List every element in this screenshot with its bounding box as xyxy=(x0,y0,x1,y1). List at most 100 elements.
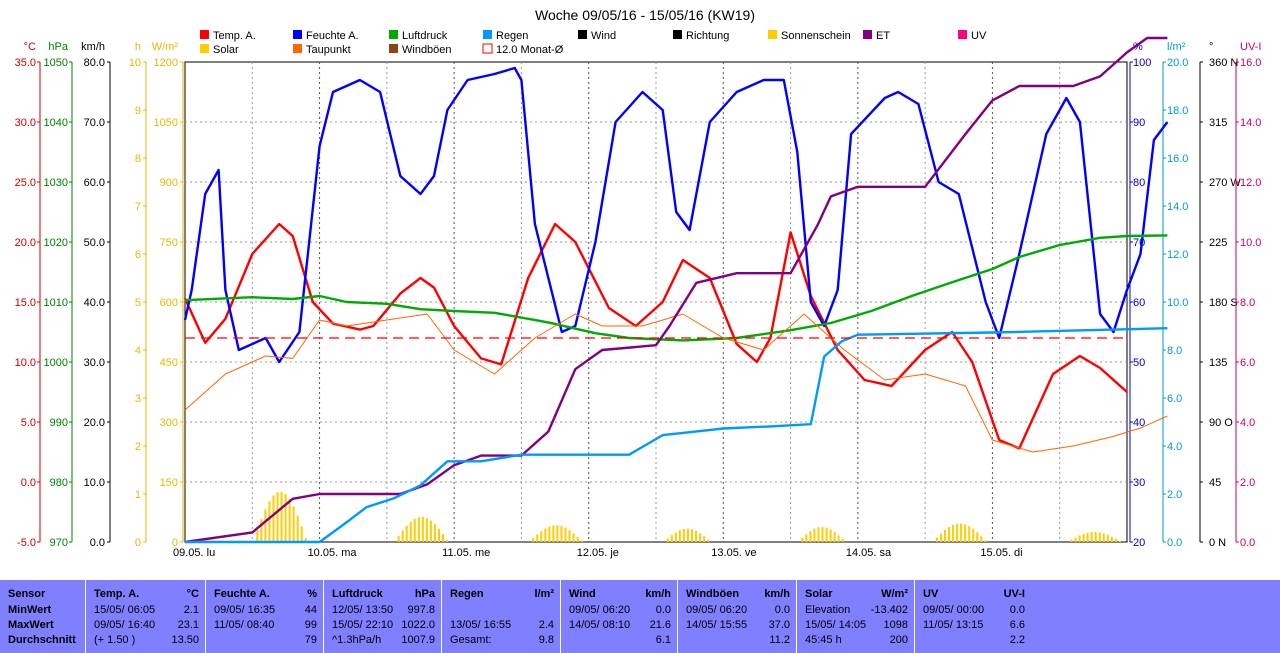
sunshine-bar xyxy=(1070,539,1073,542)
sunshine-bar xyxy=(972,528,975,542)
footer-cell: 15/05/ 14:05 xyxy=(805,619,867,631)
footer-cell: 09/05/ 06:20 xyxy=(569,604,631,616)
axis-tick-label: 2.0 xyxy=(1240,477,1255,489)
axis-tick-label: 14.0 xyxy=(1167,201,1188,213)
axis-tick-label: 90 O xyxy=(1209,417,1233,429)
axis-tick-label: 1200 xyxy=(154,57,178,69)
sunshine-bar xyxy=(1118,541,1121,542)
footer-cell: Feuchte A. xyxy=(214,588,270,600)
footer-cell: Wind xyxy=(569,588,596,600)
legend-label: Temp. A. xyxy=(213,30,256,42)
axis-tick-label: 18.0 xyxy=(1167,105,1188,117)
legend-label: Windböen xyxy=(402,44,452,56)
sunshine-bar xyxy=(699,533,702,542)
axis-tick-label: 300 xyxy=(160,417,178,429)
axis-tick-label: 4.0 xyxy=(1167,441,1182,453)
axis-tick-label: 8.0 xyxy=(1167,345,1182,357)
sunshine-bar xyxy=(433,524,436,542)
sunshine-bar xyxy=(256,530,259,542)
sunshine-bar xyxy=(833,532,836,542)
footer-cell: 13/05/ 16:55 xyxy=(450,619,512,631)
footer-cell: % xyxy=(307,588,317,600)
axis-tick-label: 0 N xyxy=(1209,537,1226,549)
sunshine-bar xyxy=(284,494,287,542)
weather-chart: Woche 09/05/16 - 15/05/16 (KW19) Temp. A… xyxy=(15,7,1262,559)
legend-swatch xyxy=(389,44,398,53)
plot-grid xyxy=(184,61,1128,543)
axis-tick-label: 15.0 xyxy=(15,297,36,309)
sunshine-bar xyxy=(437,528,440,542)
sunshine-bar xyxy=(707,539,710,542)
footer-cell: 2.1 xyxy=(183,604,199,616)
sunshine-bar xyxy=(1086,532,1089,542)
footer-column: Sensor MinWert MaxWert Durchschnitt xyxy=(0,580,85,653)
sunshine-bar xyxy=(413,518,416,542)
axis-tick-label: 900 xyxy=(160,177,178,189)
x-day-label: 13.05. ve xyxy=(711,547,756,559)
footer-cell: Temp. A. xyxy=(94,588,140,600)
axis-tick-label: 25.0 xyxy=(15,177,36,189)
sunshine-bar xyxy=(292,506,295,542)
axis-tick-label: 20.0 xyxy=(84,417,105,429)
sunshine-bar xyxy=(264,509,267,542)
axis-tick-label: 1050 xyxy=(154,117,178,129)
legend-swatch xyxy=(200,30,209,39)
axis-tick-label: 2.0 xyxy=(1167,489,1182,501)
sunshine-bar xyxy=(1106,534,1109,542)
legend-swatch xyxy=(768,30,777,39)
footer-cell: Sensor xyxy=(8,588,46,600)
axis-tick-label: 270 W xyxy=(1209,177,1241,189)
sunshine-bar xyxy=(670,535,673,542)
series-taupunkt xyxy=(184,313,1168,453)
axis-tick-label: 3 xyxy=(135,393,141,405)
sunshine-bar xyxy=(1078,535,1081,542)
axis-tick-label: 980 xyxy=(50,477,68,489)
sunshine-bar xyxy=(801,537,804,542)
axis-tick-label: 4.0 xyxy=(1240,417,1255,429)
legend-swatch xyxy=(578,30,587,39)
footer-column: Regen l/m² 13/05/ 16:55 2.4 Gesamt: 9.8 xyxy=(441,580,560,653)
footer-cell: ^1.3hPa/h xyxy=(332,634,382,646)
footer-cell: MinWert xyxy=(8,604,52,616)
sunshine-bar xyxy=(268,501,271,542)
legend-label: Taupunkt xyxy=(306,44,351,56)
axis-tick-label: 600 xyxy=(160,297,178,309)
axis-tick-label: 30.0 xyxy=(15,117,36,129)
axis-tick-label: 45 xyxy=(1209,477,1221,489)
axis-tick-label: 80 xyxy=(1133,177,1145,189)
footer-cell: 11.2 xyxy=(769,634,790,646)
axis-tick-label: 1050 xyxy=(44,57,68,69)
sunshine-bar xyxy=(536,534,539,542)
left-axes: °C35.030.025.020.015.010.05.00.0-5.0hPa1… xyxy=(15,41,184,549)
footer-cell: km/h xyxy=(645,588,671,600)
sunshine-bar xyxy=(1114,538,1117,542)
axis-tick-label: 1 xyxy=(135,489,141,501)
sunshine-bar xyxy=(572,533,575,542)
axis-tick-label: 0.0 xyxy=(1167,537,1182,549)
footer-cell: 45:45 h xyxy=(805,634,842,646)
sunshine-bar xyxy=(260,519,263,542)
axis-unit: W/m² xyxy=(152,41,179,53)
sunshine-bar xyxy=(841,539,844,542)
footer-cell: Solar xyxy=(805,588,833,600)
axis-tick-label: 6.0 xyxy=(1240,357,1255,369)
sunshine-bar xyxy=(280,491,283,542)
sunshine-bar xyxy=(409,521,412,542)
sunshine-bar xyxy=(813,528,816,542)
footer-cell: 0.0 xyxy=(774,604,790,616)
footer-column: UV UV-I 09/05/ 00:00 0.0 11/05/ 13:15 6.6 2.2 xyxy=(914,580,1031,653)
sunshine-bar xyxy=(1110,536,1113,542)
axis-tick-label: 750 xyxy=(160,237,178,249)
footer-column: Feuchte A.% 09/05/ 16:35 44 11/05/ 08:40 99 7… xyxy=(205,580,323,653)
sunshine-bar xyxy=(540,531,543,542)
axis-unit: % xyxy=(1133,41,1143,53)
footer-column: Wind km/h 09/05/ 06:20 0.0 14/05/ 08:10 21.6 6… xyxy=(560,580,677,653)
axis-tick-label: 10 xyxy=(129,57,141,69)
footer-cell: 1007.9 xyxy=(401,634,435,646)
axis-unit: h xyxy=(135,41,141,53)
axis-tick-label: 20.0 xyxy=(15,237,36,249)
chart-title: Woche 09/05/16 - 15/05/16 (KW19) xyxy=(535,7,755,23)
axis-tick-label: 0 xyxy=(135,537,141,549)
footer-cell: 09/05/ 06:20 xyxy=(686,604,748,616)
axis-tick-label: 0 xyxy=(172,537,178,549)
